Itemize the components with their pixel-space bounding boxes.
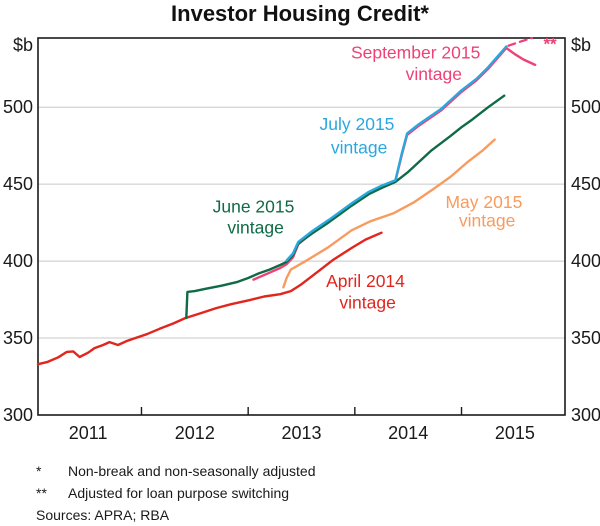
- series-label-april-2014-line2: vintage: [339, 293, 395, 313]
- footnote-row-2: ** Adjusted for loan purpose switching: [36, 482, 576, 504]
- series-line-september-2015-adjusted: [507, 36, 533, 47]
- series-label-double-asterisk: **: [543, 34, 557, 53]
- y-axis-label-right-350: 350: [571, 328, 600, 348]
- chart-title: Investor Housing Credit*: [171, 1, 429, 26]
- series-label-june-2015-line2: vintage: [227, 217, 283, 237]
- y-axis-unit-left: $b: [13, 35, 33, 55]
- footnote-text-1: Non-break and non-seasonally adjusted: [68, 463, 316, 479]
- series-label-may-2015-line1: May 2015: [445, 192, 522, 212]
- y-axis-label-left-300: 300: [3, 405, 33, 425]
- y-axis-unit-right: $b: [571, 35, 591, 55]
- x-axis-label-2011: 2011: [69, 423, 108, 443]
- series-label-may-2015-line2: vintage: [459, 210, 515, 230]
- footnote-marker-1: *: [36, 463, 42, 479]
- y-axis-label-left-500: 500: [3, 97, 33, 117]
- y-axis-label-left-400: 400: [3, 251, 33, 271]
- x-axis-label-2012: 2012: [175, 423, 215, 443]
- y-axis-label-left-450: 450: [3, 174, 33, 194]
- y-axis-label-right-450: 450: [571, 174, 600, 194]
- plot-frame: [37, 37, 566, 416]
- y-axis-label-right-400: 400: [571, 251, 600, 271]
- x-axis-label-2015: 2015: [495, 423, 535, 443]
- sources-line: Sources: APRA; RBA: [36, 507, 170, 523]
- x-axis-label-2014: 2014: [388, 423, 428, 443]
- series-line-may-2015-vintage: [282, 138, 496, 289]
- y-axis-label-left-350: 350: [3, 328, 33, 348]
- series-line-july-2015-vintage: [285, 45, 508, 262]
- footnote-row-1: * Non-break and non-seasonally adjusted: [36, 460, 576, 482]
- series-label-july-2015-line2: vintage: [331, 137, 387, 157]
- y-axis-label-right-500: 500: [571, 97, 600, 117]
- y-axis-label-right-300: 300: [571, 405, 600, 425]
- chart-canvas: 300 300 350 350 400 400 450 450 500 500 $b $b 2011 20…: [3, 34, 600, 443]
- series-label-april-2014-line1: April 2014: [326, 271, 405, 291]
- x-axis-label-2013: 2013: [281, 423, 321, 443]
- series-label-september-2015-line2: vintage: [406, 64, 462, 84]
- series-label-september-2015-line1: September 2015: [351, 43, 480, 63]
- footnote-text-2: Adjusted for loan purpose switching: [68, 485, 290, 501]
- series-label-july-2015-line1: July 2015: [320, 114, 395, 134]
- series-line-april-2014-vintage: [36, 231, 383, 366]
- footnote-marker-2: **: [36, 485, 47, 501]
- footnotes: * Non-break and non-seasonally adjusted *…: [36, 460, 576, 526]
- series-label-june-2015-line1: June 2015: [213, 196, 295, 216]
- series-line-june-2015-vintage: [185, 94, 506, 320]
